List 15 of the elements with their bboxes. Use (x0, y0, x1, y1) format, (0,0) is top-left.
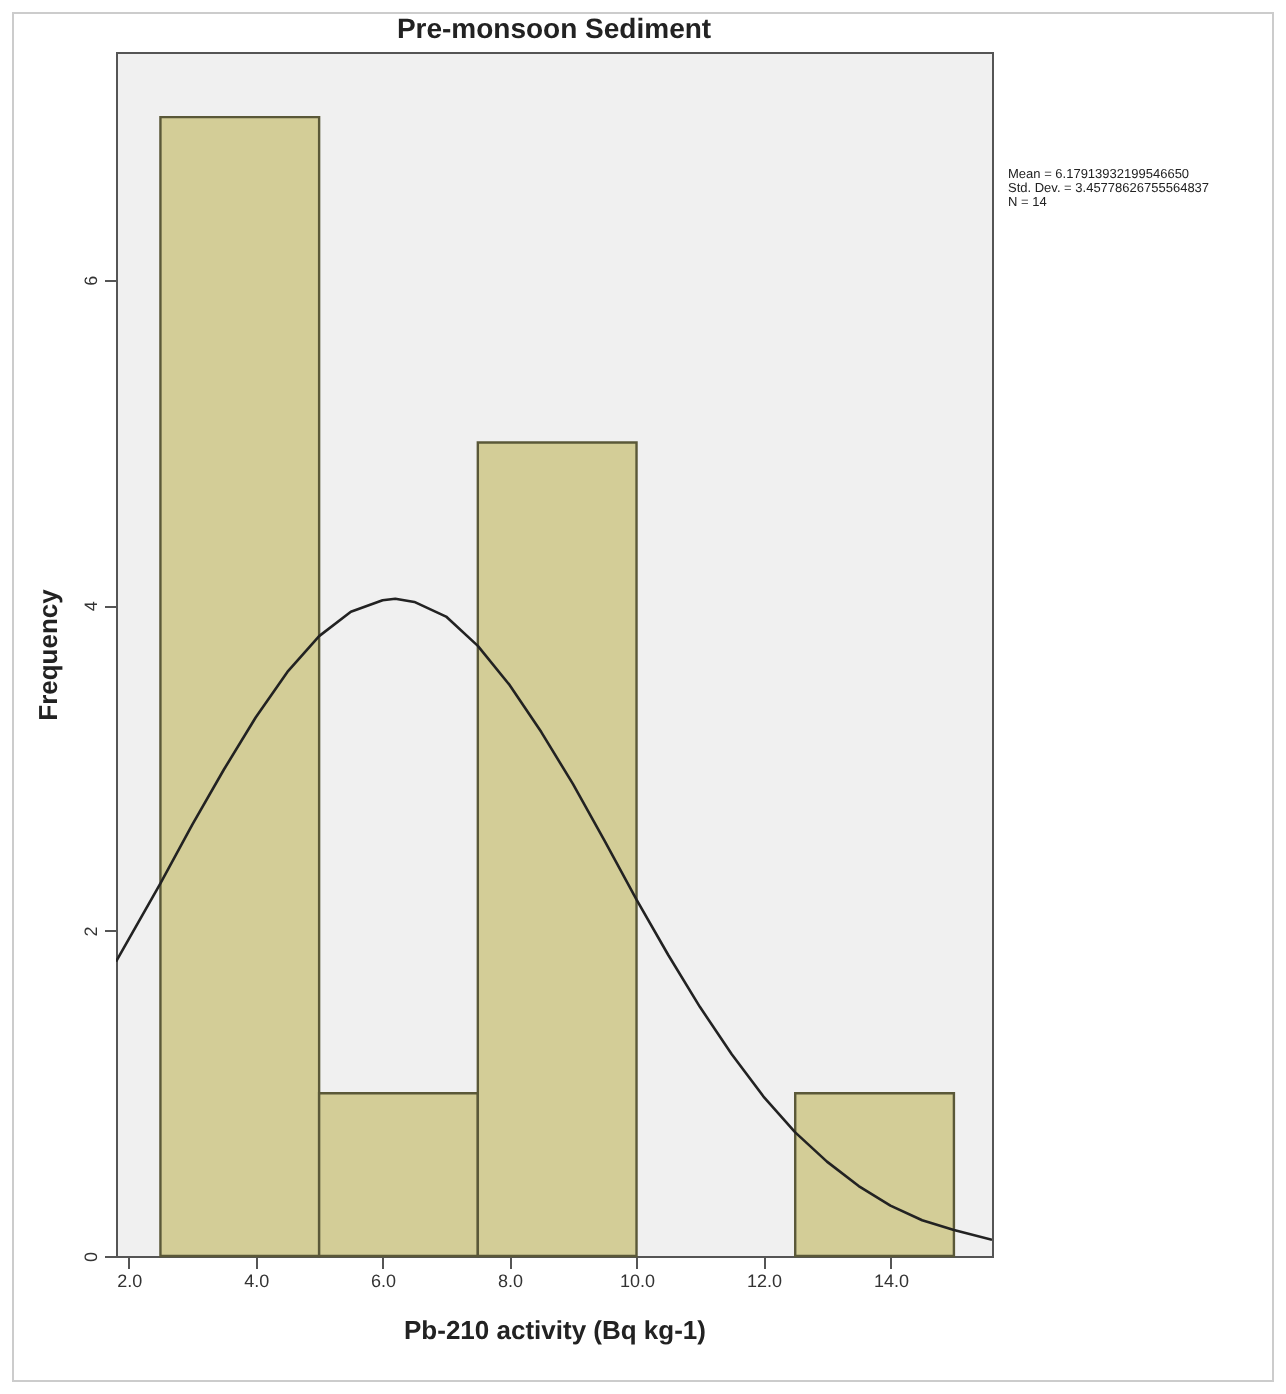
y-tick-label: 6 (81, 275, 101, 286)
x-axis-title: Pb-210 activity (Bq kg-1) (404, 1315, 706, 1345)
y-tick-label: 2 (81, 926, 101, 937)
chart-title: Pre-monsoon Sediment (396, 12, 712, 44)
x-tick-label: 8.0 (498, 1271, 524, 1291)
x-tick-label: 12.0 (746, 1271, 783, 1291)
y-tick-label: 0 (81, 1251, 101, 1263)
x-tick-label: 2.0 (117, 1271, 143, 1291)
x-tick-label: 14.0 (873, 1271, 909, 1291)
line-series (116, 597, 992, 1242)
y-axis-title: Frequency (33, 587, 63, 721)
x-tick-label: 4.0 (244, 1271, 270, 1291)
x-tick-label: 10.0 (619, 1271, 656, 1291)
x-tick-label: 6.0 (371, 1271, 397, 1291)
y-tick-label: 4 (81, 601, 101, 612)
